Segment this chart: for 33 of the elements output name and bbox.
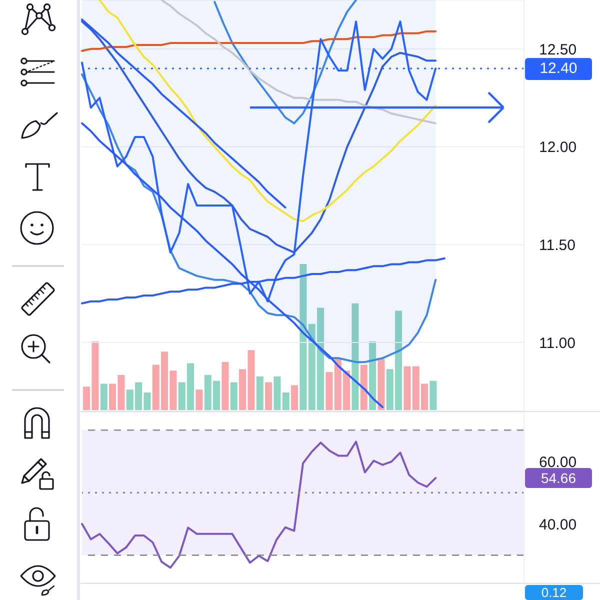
y-tick-label: 40.00: [539, 516, 577, 534]
bar: [222, 362, 229, 410]
bar: [274, 376, 281, 410]
bar: [100, 384, 108, 410]
bar: [300, 264, 307, 410]
bar: [378, 358, 385, 410]
y-tick-label: 11.00: [539, 334, 576, 352]
bar: [369, 341, 376, 410]
line-series: [81, 30, 437, 52]
line-series: [98, 0, 437, 222]
bar: [230, 382, 238, 410]
bar: [256, 376, 264, 410]
line-series: [81, 440, 437, 569]
bar: [196, 390, 203, 410]
y-tick-label: 11.50: [539, 237, 576, 254]
line-series: [81, 73, 437, 364]
bar: [326, 372, 333, 410]
bar: [352, 303, 359, 410]
line-series: [214, 0, 358, 124]
y-tick-label: 60.00: [539, 454, 577, 471]
y-tick-label: 12.50: [539, 41, 577, 58]
y-tick-label: 12.00: [539, 139, 577, 156]
bar: [265, 382, 272, 410]
text: 0.12: [525, 585, 583, 600]
bar: [404, 366, 411, 410]
bar: [282, 392, 290, 410]
text: 54.66: [525, 468, 592, 488]
bar: [360, 364, 368, 410]
line-series: [160, 0, 437, 124]
bar: [291, 385, 298, 410]
ref-line-label: 12.40: [525, 58, 592, 80]
line-series: [81, 20, 437, 254]
bar: [430, 380, 437, 410]
